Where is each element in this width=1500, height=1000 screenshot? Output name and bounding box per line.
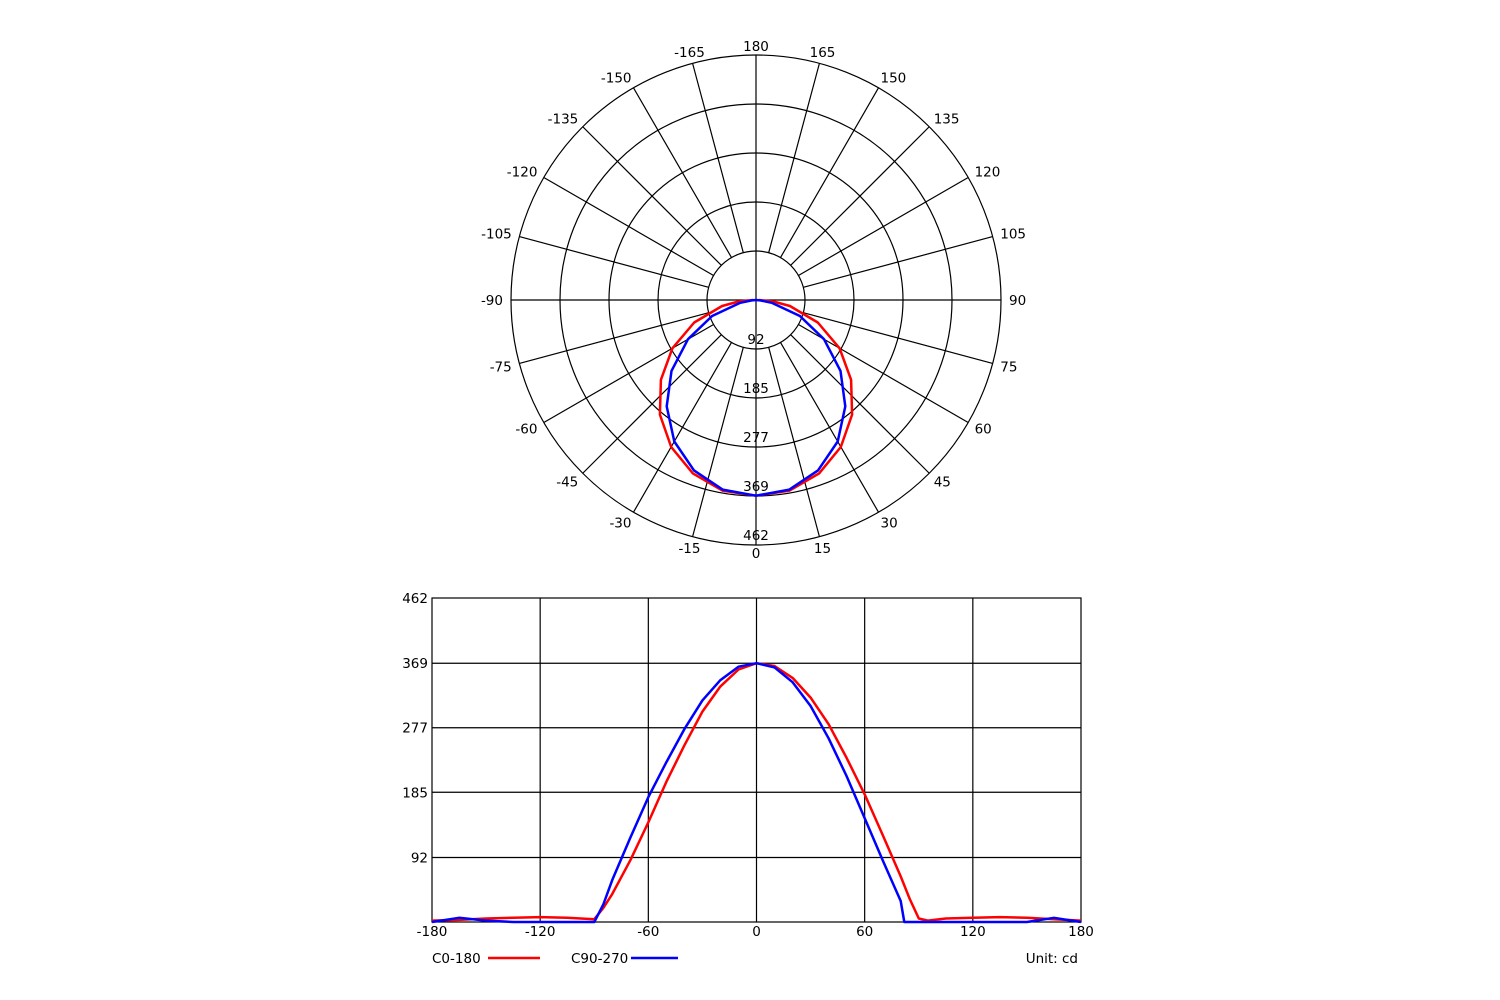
line-series-c90-270: [431, 661, 1082, 924]
polar-angle-label: 180: [743, 39, 769, 55]
polar-angle-label: 120: [975, 165, 1001, 181]
polar-spoke: [543, 176, 714, 277]
polar-spoke: [582, 126, 722, 266]
polar-angle-label: 75: [1000, 360, 1017, 376]
x-tick-label: 120: [960, 924, 986, 940]
polar-angle-label: 45: [934, 475, 951, 491]
y-tick-label: 369: [402, 656, 428, 672]
polar-angle-label: 150: [881, 70, 907, 86]
x-tick-label: 180: [1068, 924, 1094, 940]
legend-label-c0-180: C0-180: [432, 951, 481, 967]
polar-spoke: [692, 63, 744, 253]
x-tick-label: 0: [752, 924, 761, 940]
x-tick-label: -120: [525, 924, 556, 940]
polar-angle-label: 15: [814, 541, 831, 557]
polar-radial-label: 277: [743, 430, 769, 446]
polar-angle-label: -45: [556, 475, 578, 491]
polar-spoke: [632, 342, 733, 513]
y-tick-label: 277: [402, 721, 428, 737]
polar-spoke: [803, 312, 993, 364]
polar-spoke: [582, 334, 722, 474]
polar-spoke: [779, 87, 880, 258]
polar-angle-label: 165: [810, 45, 836, 61]
polar-spoke: [519, 236, 709, 288]
polar-spoke: [632, 87, 733, 258]
polar-spoke: [768, 63, 820, 253]
polar-angle-label: -90: [481, 293, 503, 309]
polar-spoke: [790, 126, 930, 266]
polar-spoke: [543, 323, 714, 424]
polar-angle-label: -150: [601, 70, 632, 86]
polar-angle-label: -75: [490, 360, 512, 376]
polar-spoke: [519, 312, 709, 364]
polar-spoke: [779, 342, 880, 513]
legend-label-c90-270: C90-270: [571, 951, 628, 967]
polar-angle-label: -30: [609, 516, 631, 532]
y-tick-label: 462: [402, 591, 428, 607]
polar-angle-label: 135: [934, 111, 960, 127]
polar-angle-label: -105: [481, 226, 512, 242]
polar-angle-label: 90: [1009, 293, 1026, 309]
polar-radial-label: 369: [743, 479, 769, 495]
polar-angle-label: -120: [507, 165, 538, 181]
y-tick-label: 185: [402, 785, 428, 801]
polar-radial-label: 462: [743, 528, 769, 544]
polar-radial-label: 185: [743, 381, 769, 397]
polar-spoke: [692, 347, 744, 537]
polar-angle-label: -60: [515, 422, 537, 438]
polar-angle-label: 105: [1000, 226, 1026, 242]
polar-spoke: [798, 176, 969, 277]
polar-angle-label: -15: [678, 541, 700, 557]
polar-radial-label: 92: [747, 332, 764, 348]
x-tick-label: -180: [417, 924, 448, 940]
polar-angle-label: -135: [548, 111, 579, 127]
polar-angle-label: 30: [881, 516, 898, 532]
x-tick-label: 60: [856, 924, 873, 940]
polar-angle-label: 60: [975, 422, 992, 438]
polar-angle-label: -165: [674, 45, 705, 61]
polar-spoke: [803, 236, 993, 288]
polar-series-c90-270: [665, 298, 847, 497]
polar-spoke: [798, 323, 969, 424]
unit-label: Unit: cd: [1026, 951, 1078, 967]
x-tick-label: -60: [637, 924, 659, 940]
polar-angle-label: 0: [752, 546, 761, 562]
polar-spoke: [768, 347, 820, 537]
y-tick-label: 92: [411, 850, 428, 866]
polar-spoke: [790, 334, 930, 474]
